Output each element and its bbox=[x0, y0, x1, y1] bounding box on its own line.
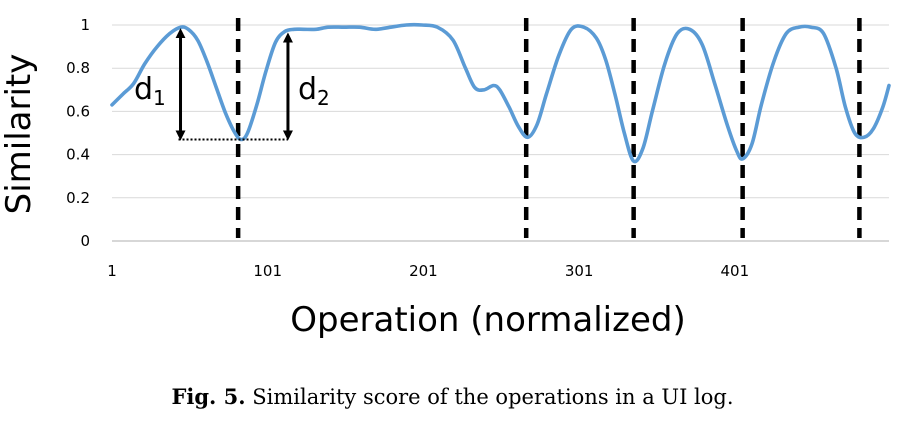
y-tick-label: 0 bbox=[80, 232, 90, 250]
boundary-markers bbox=[235, 18, 862, 238]
similarity-series-line bbox=[110, 22, 891, 164]
x-tick-label: 101 bbox=[253, 262, 282, 280]
figure-caption: Fig. 5. Similarity score of the operatio… bbox=[0, 384, 905, 409]
y-tick-label: 0.4 bbox=[66, 146, 90, 164]
y-tick-label: 1 bbox=[80, 16, 90, 34]
x-tick-label: 201 bbox=[409, 262, 438, 280]
d2-label: d2 bbox=[298, 72, 330, 110]
y-tick-label: 0.8 bbox=[66, 59, 90, 77]
x-axis-title: Operation (normalized) bbox=[290, 300, 685, 340]
x-axis-ticks: 1 101 201 301 401 bbox=[107, 262, 749, 280]
x-tick-label: 1 bbox=[107, 262, 117, 280]
horizontal-gridlines bbox=[112, 24, 889, 242]
d2-label-main: d bbox=[298, 72, 317, 107]
y-tick-label: 0.6 bbox=[66, 102, 90, 120]
distance-annotations: d1 d2 bbox=[134, 28, 330, 141]
caption-label: Fig. 5. bbox=[171, 384, 246, 409]
y-tick-label: 0.2 bbox=[66, 189, 90, 207]
d1-label: d1 bbox=[134, 72, 166, 110]
d1-label-main: d bbox=[134, 72, 153, 107]
x-tick-label: 301 bbox=[565, 262, 594, 280]
x-tick-label: 401 bbox=[721, 262, 750, 280]
y-axis-title: Similarity bbox=[0, 54, 39, 215]
d1-label-subscript: 1 bbox=[153, 86, 166, 110]
d2-label-subscript: 2 bbox=[317, 86, 330, 110]
similarity-line-chart: 00.20.40.60.81 1 101 201 301 401 d1 d2 Simila… bbox=[0, 16, 891, 340]
caption-text: Similarity score of the operations in a … bbox=[252, 385, 734, 409]
y-axis-ticks: 0 0.2 0.4 0.6 0.8 1 bbox=[66, 16, 90, 250]
